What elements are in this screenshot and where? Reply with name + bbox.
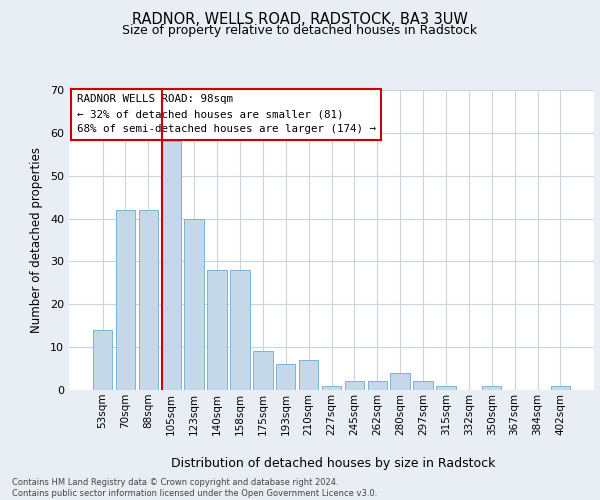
Bar: [482, 386, 502, 390]
Text: Size of property relative to detached houses in Radstock: Size of property relative to detached ho…: [122, 24, 478, 37]
Text: RADNOR, WELLS ROAD, RADSTOCK, BA3 3UW: RADNOR, WELLS ROAD, RADSTOCK, BA3 3UW: [132, 12, 468, 28]
Bar: [208, 270, 227, 390]
Bar: [161, 142, 181, 390]
Bar: [276, 364, 295, 390]
Text: Contains HM Land Registry data © Crown copyright and database right 2024.
Contai: Contains HM Land Registry data © Crown c…: [12, 478, 377, 498]
Bar: [230, 270, 250, 390]
Bar: [344, 382, 364, 390]
Bar: [436, 386, 455, 390]
Bar: [413, 382, 433, 390]
Bar: [93, 330, 112, 390]
Bar: [116, 210, 135, 390]
Bar: [139, 210, 158, 390]
Bar: [184, 218, 204, 390]
Bar: [368, 382, 387, 390]
Bar: [299, 360, 319, 390]
Bar: [253, 352, 272, 390]
Bar: [551, 386, 570, 390]
Y-axis label: Number of detached properties: Number of detached properties: [30, 147, 43, 333]
Bar: [391, 373, 410, 390]
Bar: [322, 386, 341, 390]
Text: RADNOR WELLS ROAD: 98sqm
← 32% of detached houses are smaller (81)
68% of semi-d: RADNOR WELLS ROAD: 98sqm ← 32% of detach…: [77, 94, 376, 134]
Text: Distribution of detached houses by size in Radstock: Distribution of detached houses by size …: [171, 458, 495, 470]
